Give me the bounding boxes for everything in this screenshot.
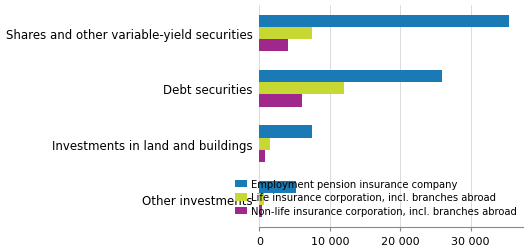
Bar <box>259 28 312 40</box>
Bar <box>259 181 296 193</box>
Legend: Employment pension insurance company, Life insurance corporation, incl. branches: Employment pension insurance company, Li… <box>233 177 518 218</box>
Bar <box>259 71 442 83</box>
Bar <box>259 126 312 138</box>
Bar <box>259 95 302 107</box>
Bar <box>259 83 344 95</box>
Bar <box>259 40 288 52</box>
Bar <box>259 138 270 150</box>
Bar <box>259 193 264 205</box>
Bar <box>259 205 262 217</box>
Bar <box>259 16 509 28</box>
Bar <box>259 150 265 162</box>
